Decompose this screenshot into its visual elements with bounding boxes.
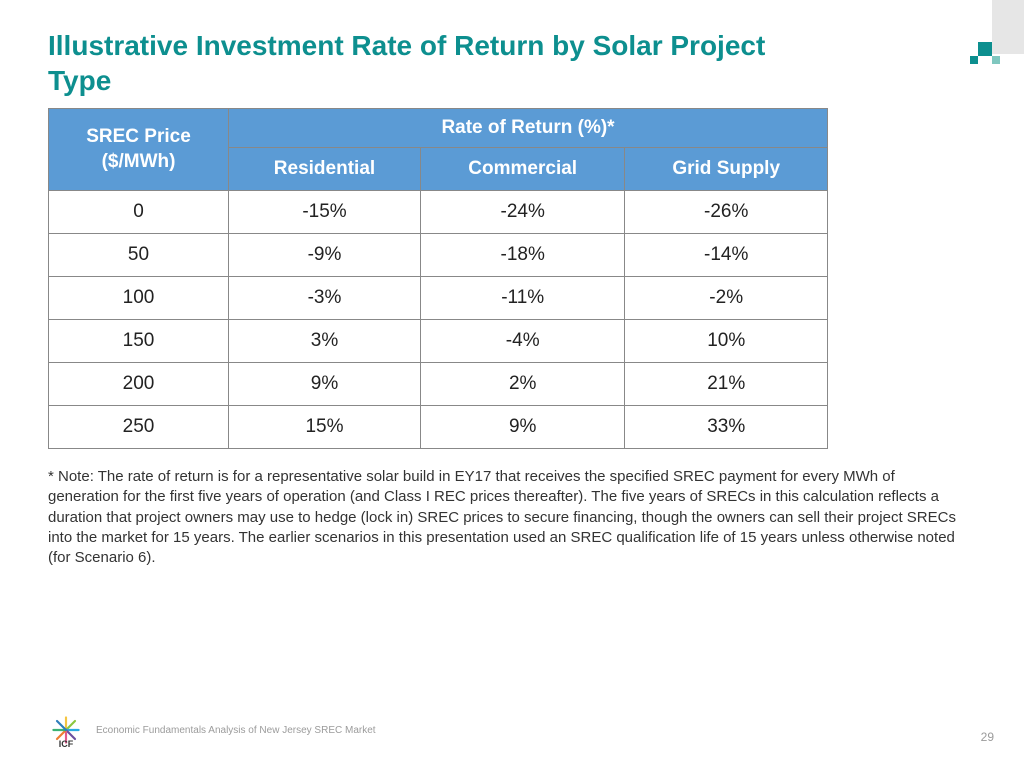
cell-value: -26% [625, 191, 828, 234]
svg-text:ICF: ICF [59, 739, 74, 748]
col-residential: Residential [229, 148, 421, 191]
slide-content: Illustrative Investment Rate of Return b… [0, 0, 1024, 568]
table-row: 200 9% 2% 21% [49, 363, 828, 406]
col-commercial: Commercial [420, 148, 624, 191]
footer: ICF Economic Fundamentals Analysis of Ne… [48, 712, 376, 748]
cell-value: -24% [420, 191, 624, 234]
cell-price: 0 [49, 191, 229, 234]
footnote: * Note: The rate of return is for a repr… [48, 467, 968, 568]
cell-price: 250 [49, 406, 229, 449]
cell-value: 10% [625, 320, 828, 363]
cell-price: 50 [49, 234, 229, 277]
cell-price: 100 [49, 277, 229, 320]
col-grid-supply: Grid Supply [625, 148, 828, 191]
cell-price: 150 [49, 320, 229, 363]
table-group-header: Rate of Return (%)* [229, 109, 828, 148]
cell-value: 33% [625, 406, 828, 449]
cell-value: -15% [229, 191, 421, 234]
cell-value: -4% [420, 320, 624, 363]
cell-value: -14% [625, 234, 828, 277]
cell-value: 9% [229, 363, 421, 406]
table-row: 50 -9% -18% -14% [49, 234, 828, 277]
cell-value: 2% [420, 363, 624, 406]
cell-value: -11% [420, 277, 624, 320]
cell-value: -3% [229, 277, 421, 320]
table-body: 0 -15% -24% -26% 50 -9% -18% -14% 100 -3… [49, 191, 828, 449]
cell-value: 21% [625, 363, 828, 406]
footer-text: Economic Fundamentals Analysis of New Je… [96, 725, 376, 736]
cell-value: 15% [229, 406, 421, 449]
cell-value: 9% [420, 406, 624, 449]
cell-value: -2% [625, 277, 828, 320]
table-row: 100 -3% -11% -2% [49, 277, 828, 320]
page-title: Illustrative Investment Rate of Return b… [48, 28, 828, 98]
table-row: 250 15% 9% 33% [49, 406, 828, 449]
table-row: 150 3% -4% 10% [49, 320, 828, 363]
icf-logo-icon: ICF [48, 712, 84, 748]
rate-of-return-table: SREC Price ($/MWh) Rate of Return (%)* R… [48, 108, 828, 449]
table-row-header: SREC Price ($/MWh) [49, 109, 229, 191]
cell-price: 200 [49, 363, 229, 406]
cell-value: -18% [420, 234, 624, 277]
cell-value: -9% [229, 234, 421, 277]
table-row: 0 -15% -24% -26% [49, 191, 828, 234]
page-number: 29 [981, 730, 994, 744]
cell-value: 3% [229, 320, 421, 363]
